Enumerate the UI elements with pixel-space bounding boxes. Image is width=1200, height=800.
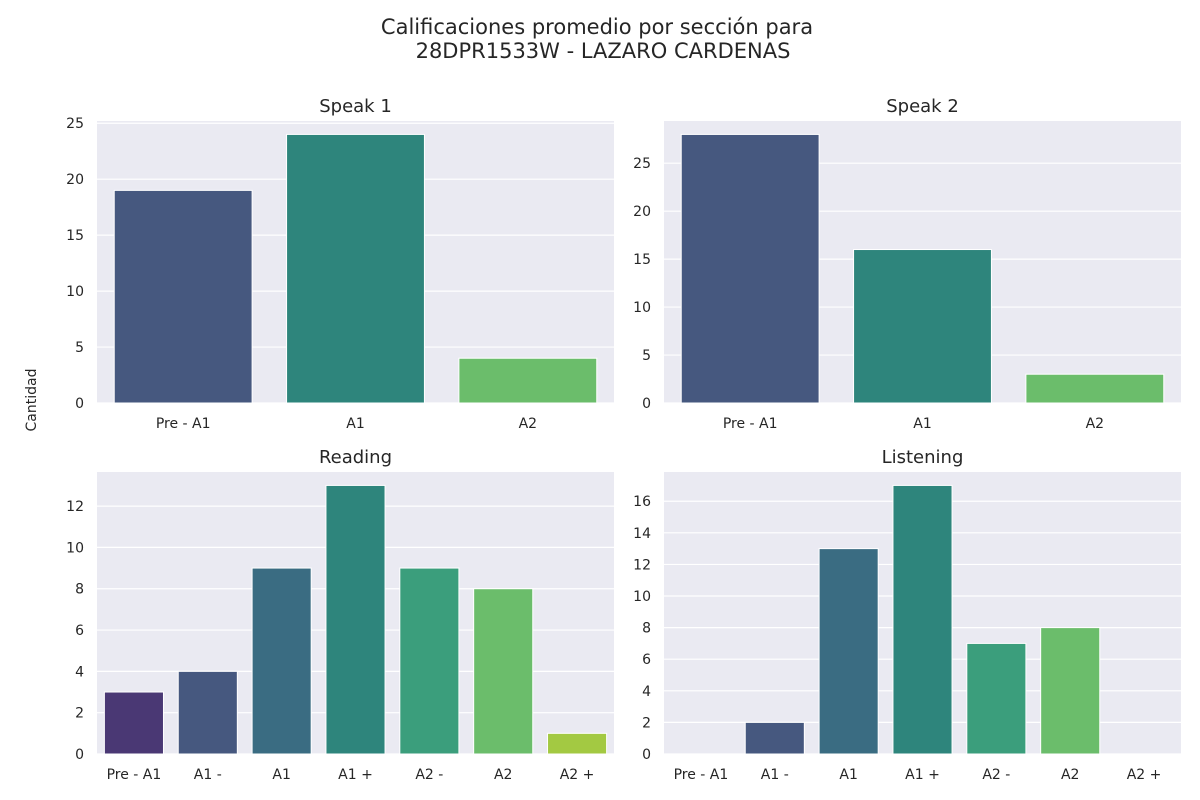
panel-title-speak-2: Speak 2	[886, 96, 959, 117]
x-tick-label-reading-a1: A1	[272, 767, 290, 783]
panel-reading: 0 2 4 6 8 10 12 Pre - A1 A1 - A1 A1 + A2 - A2 A2 + Rea…	[66, 447, 614, 783]
y-tick-label-speak-2-10: 10	[633, 300, 651, 316]
x-tick-label-reading-a2: A2	[494, 767, 512, 783]
y-tick-label-reading-0: 0	[75, 747, 84, 763]
bar-speak-1-a1	[286, 133, 425, 404]
bar-speak-1-pre-a1	[113, 189, 253, 404]
y-tick-label-reading-6: 6	[75, 623, 84, 639]
bar-speak-2-a1	[853, 249, 992, 404]
bar-reading-a2-plus	[547, 732, 608, 755]
panel-title-speak-1: Speak 1	[319, 96, 392, 117]
x-tick-label-reading-a2-plus: A2 +	[560, 767, 595, 783]
panel-listening: 0 2 4 6 8 10 12 14 16 Pre - A1 A1 - A1 A1 + A2 - A2 A2 …	[633, 447, 1181, 783]
x-tick-label-listening-a1: A1 -	[761, 767, 789, 783]
y-axis-label: Cantidad	[24, 369, 40, 432]
x-tick-label-speak-1-a1: A1	[346, 416, 364, 432]
y-tick-label-speak-1-15: 15	[66, 228, 84, 244]
y-tick-label-speak-1-0: 0	[75, 396, 84, 412]
y-tick-label-listening-16: 16	[633, 494, 651, 510]
y-tick-label-speak-1-10: 10	[66, 284, 84, 300]
y-tick-label-reading-2: 2	[75, 706, 84, 722]
y-tick-label-speak-2-25: 25	[633, 156, 651, 172]
y-tick-label-listening-6: 6	[642, 652, 651, 668]
x-tick-label-listening-a2: A2 -	[982, 767, 1010, 783]
x-tick-label-speak-2-a1: A1	[913, 416, 931, 432]
figure-title-line2: 28DPR1533W - LAZARO CARDENAS	[416, 39, 791, 63]
y-tick-label-listening-14: 14	[633, 526, 651, 542]
y-tick-label-speak-1-5: 5	[75, 340, 84, 356]
bar-listening-a1	[818, 548, 879, 755]
panel-speak-1: 0 5 10 15 20 25 Pre - A1 A1 A2 Speak 1	[66, 96, 614, 432]
x-tick-label-speak-1-pre-a1: Pre - A1	[156, 416, 211, 432]
y-tick-label-speak-2-0: 0	[642, 396, 651, 412]
y-tick-label-reading-8: 8	[75, 582, 84, 598]
x-tick-label-listening-a1: A1	[839, 767, 857, 783]
y-tick-label-reading-4: 4	[75, 664, 84, 680]
y-tick-label-listening-12: 12	[633, 557, 651, 573]
x-tick-label-listening-a2-plus: A2 +	[1127, 767, 1162, 783]
bar-reading-a1	[177, 670, 238, 755]
bar-speak-1-a2	[458, 357, 598, 404]
bar-reading-pre-a1	[103, 691, 164, 755]
x-tick-label-reading-a2: A2 -	[415, 767, 443, 783]
bar-listening-a1	[744, 721, 805, 755]
x-tick-label-speak-2-a2: A2	[1086, 416, 1104, 432]
y-tick-label-listening-10: 10	[633, 589, 651, 605]
x-tick-label-speak-2-pre-a1: Pre - A1	[723, 416, 778, 432]
y-tick-label-listening-2: 2	[642, 715, 651, 731]
bar-reading-a1	[251, 567, 312, 755]
bar-speak-2-a2	[1025, 373, 1165, 404]
bar-reading-a2	[399, 567, 460, 755]
y-tick-label-listening-8: 8	[642, 621, 651, 637]
y-tick-label-listening-4: 4	[642, 684, 651, 700]
x-tick-label-speak-1-a2: A2	[519, 416, 537, 432]
bar-listening-a1-plus	[892, 484, 953, 755]
x-tick-label-reading-pre-a1: Pre - A1	[107, 767, 162, 783]
y-tick-label-speak-2-20: 20	[633, 204, 651, 220]
y-tick-label-reading-12: 12	[66, 499, 84, 515]
panel-title-listening: Listening	[882, 447, 964, 468]
y-tick-label-reading-10: 10	[66, 540, 84, 556]
x-tick-label-listening-a2: A2	[1061, 767, 1079, 783]
bar-speak-2-pre-a1	[680, 133, 820, 404]
x-tick-label-listening-a1-plus: A1 +	[905, 767, 940, 783]
bar-reading-a2	[473, 588, 534, 755]
y-tick-label-listening-0: 0	[642, 747, 651, 763]
x-tick-label-reading-a1-plus: A1 +	[338, 767, 373, 783]
panel-title-reading: Reading	[319, 447, 392, 468]
panel-speak-2: 0 5 10 15 20 25 Pre - A1 A1 A2 Speak 2	[633, 96, 1181, 432]
y-tick-label-speak-1-20: 20	[66, 172, 84, 188]
x-tick-label-listening-pre-a1: Pre - A1	[674, 767, 729, 783]
y-tick-label-speak-2-15: 15	[633, 252, 651, 268]
y-tick-label-speak-1-25: 25	[66, 116, 84, 132]
bar-reading-a1-plus	[325, 484, 386, 755]
figure-title-line1: Calificaciones promedio por sección para	[381, 15, 813, 39]
bar-listening-a2	[1040, 627, 1101, 755]
x-tick-label-reading-a1: A1 -	[194, 767, 222, 783]
bar-listening-a2	[966, 642, 1027, 755]
y-tick-label-speak-2-5: 5	[642, 348, 651, 364]
